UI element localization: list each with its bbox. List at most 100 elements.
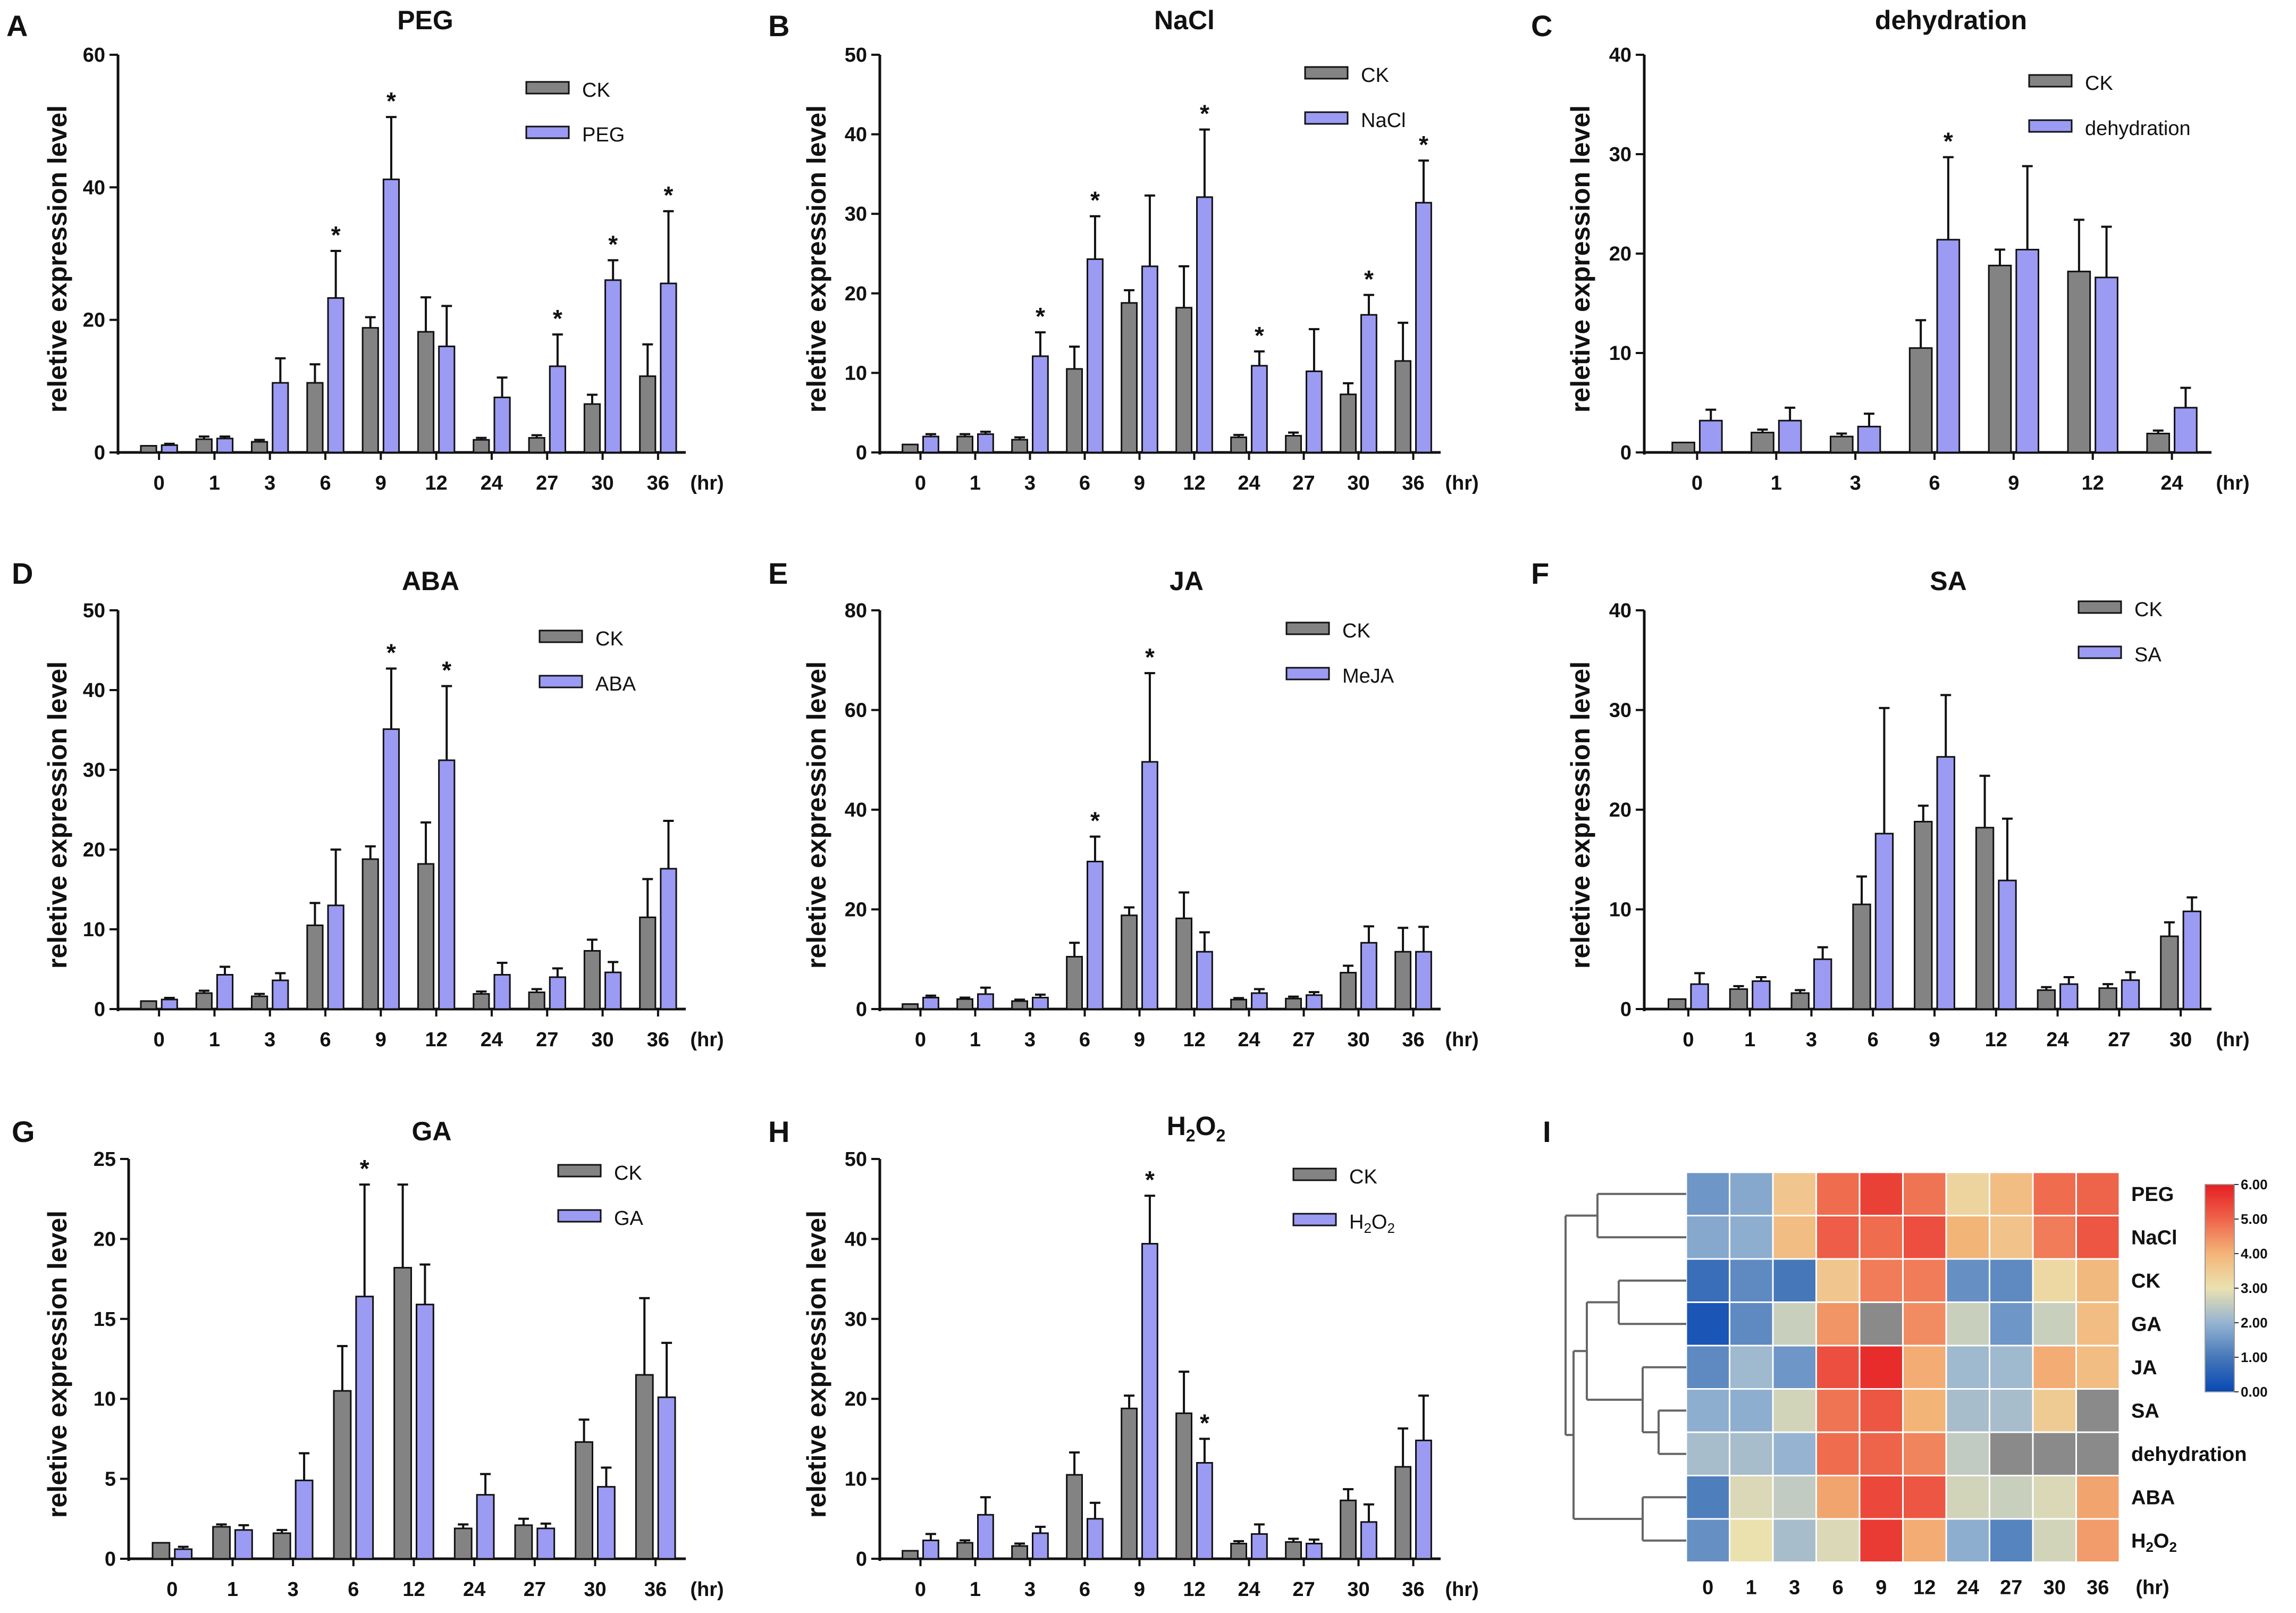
x-tick-label: 12	[1183, 1578, 1205, 1601]
bar-ck	[575, 1441, 594, 1560]
heatmap-cell	[2032, 1475, 2077, 1520]
heatmap-cell	[2075, 1301, 2121, 1347]
y-tick-label: 10	[1609, 342, 1631, 365]
colorbar-tick-label: 5.00	[2241, 1211, 2268, 1227]
heatmap-cell	[1729, 1388, 1774, 1433]
significance-star: *	[1364, 265, 1374, 293]
significance-star: *	[1944, 128, 1953, 155]
bar-treatment	[295, 1480, 314, 1560]
bar-ck	[1975, 827, 1995, 1010]
x-tick-label: 30	[591, 1029, 613, 1051]
x-tick-label: 24	[1238, 1029, 1260, 1051]
x-tick-label: 6	[319, 1029, 331, 1051]
y-tick-label: 25	[94, 1148, 116, 1171]
x-tick-label: 27	[536, 1029, 558, 1051]
bar-ck	[195, 992, 213, 1010]
bar-ck	[1121, 914, 1138, 1010]
bar-ck	[1729, 988, 1748, 1010]
bar-ck	[1285, 1541, 1302, 1560]
legend-swatch-treatment	[2028, 119, 2073, 133]
heatmap-cell	[1945, 1388, 1990, 1433]
x-tick-label: 27	[1292, 1029, 1315, 1051]
legend-label: NaCl	[1361, 110, 1406, 132]
legend-swatch-treatment	[1285, 667, 1330, 681]
legend-label: H2O2	[1349, 1211, 1395, 1236]
legend-swatch-ck	[539, 629, 583, 643]
bar-treatment	[476, 1494, 495, 1560]
heatmap-cell	[1989, 1301, 2034, 1347]
x-tick-label: 0	[915, 1578, 926, 1601]
bar-ck	[583, 950, 601, 1010]
legend-swatch-treatment	[1292, 1213, 1337, 1226]
x-tick-label: 12	[1985, 1029, 2007, 1051]
x-tick-label: 9	[1134, 1578, 1145, 1601]
bar-ck	[306, 382, 324, 453]
heatmap-cell	[1685, 1215, 1730, 1260]
x-tick-label: 12	[1183, 472, 1205, 494]
bar-ck	[1285, 997, 1302, 1010]
x-tick-label: 9	[375, 1029, 386, 1051]
bar-ck	[1230, 436, 1247, 453]
x-tick-label: 36	[1402, 472, 1424, 494]
y-tick-label: 0	[856, 1548, 867, 1570]
bar-treatment	[2121, 979, 2140, 1010]
heatmap-cell	[2032, 1388, 2077, 1433]
bar-treatment	[549, 976, 566, 1010]
x-unit-label: (hr)	[2216, 472, 2249, 494]
heatmap-cell	[1989, 1518, 2034, 1563]
bar-ck	[1175, 1412, 1192, 1560]
heatmap-cell	[1858, 1258, 1904, 1303]
x-tick-label: 36	[647, 472, 669, 494]
x-tick-label: 1	[209, 1029, 220, 1051]
x-tick-label: 24	[1238, 472, 1260, 494]
bar-treatment	[382, 728, 400, 1010]
significance-star: *	[1200, 100, 1209, 128]
heatmap-column-label: 30	[2043, 1577, 2066, 1599]
bar-treatment	[1087, 1518, 1104, 1560]
heatmap-cell	[1729, 1345, 1774, 1390]
x-tick-label: 0	[915, 1029, 926, 1051]
x-tick-label: 6	[1868, 1029, 1879, 1051]
y-tick-label: 20	[94, 1228, 116, 1250]
heatmap-cell	[2032, 1171, 2077, 1216]
bar-treatment	[382, 178, 400, 453]
y-axis-label: reletive expression level	[1566, 105, 1595, 413]
y-axis-label: reletive expression level	[802, 1211, 831, 1518]
legend-label: PEG	[582, 124, 625, 146]
bar-treatment	[922, 996, 939, 1010]
legend-swatch-ck	[2028, 74, 2073, 88]
x-tick-label: 0	[1683, 1029, 1694, 1051]
y-tick-label: 20	[83, 309, 105, 332]
colorbar-tick-label: 0.00	[2241, 1384, 2268, 1400]
x-tick-label: 24	[2160, 472, 2183, 494]
heatmap-cell	[2032, 1301, 2077, 1347]
bar-treatment	[977, 1514, 994, 1560]
bar-ck	[1852, 903, 1871, 1010]
bar-ck	[528, 437, 545, 453]
heatmap-cell	[2075, 1258, 2121, 1303]
bar-treatment	[493, 974, 511, 1010]
bar-treatment	[660, 868, 677, 1010]
x-tick-label: 9	[2008, 472, 2019, 494]
y-tick-label: 40	[845, 799, 867, 821]
heatmap-cell	[1989, 1171, 2034, 1216]
y-tick-label: 80	[845, 600, 867, 622]
colorbar	[2205, 1184, 2235, 1392]
x-tick-label: 24	[481, 1029, 503, 1051]
legend-label: CK	[595, 628, 624, 650]
bar-ck	[140, 1000, 157, 1010]
bar-ck	[583, 403, 601, 453]
x-tick-label: 24	[1238, 1578, 1260, 1601]
y-axis-label: reletive expression level	[802, 661, 831, 969]
x-unit-label: (hr)	[690, 1029, 724, 1051]
legend-swatch-treatment	[525, 125, 570, 139]
bar-ck	[361, 858, 379, 1010]
chart-title: NaCl	[1154, 5, 1215, 35]
x-tick-label: 3	[1806, 1029, 1817, 1051]
significance-star: *	[386, 87, 396, 115]
bar-ck	[140, 445, 157, 453]
heatmap-unit-label: (hr)	[2135, 1577, 2169, 1599]
heatmap-cell	[1945, 1301, 1990, 1347]
